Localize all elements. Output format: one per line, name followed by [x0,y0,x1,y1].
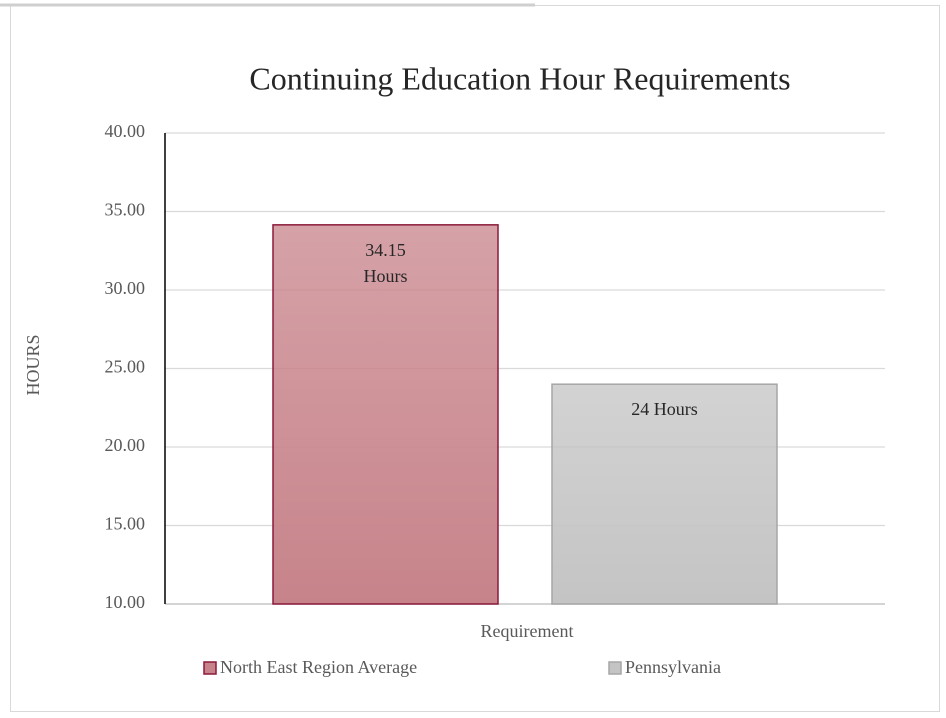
y-axis-title: HOURS [23,334,43,395]
y-tick-label: 30.00 [105,278,146,298]
y-tick-label: 20.00 [105,435,146,455]
bar [272,224,499,605]
y-tick-label: 40.00 [105,121,146,141]
data-label: 34.15 Hours [363,239,408,286]
y-tick-label: 15.00 [105,514,146,534]
y-tick-label: 10.00 [105,592,146,612]
bar [551,383,778,605]
chart-title: Continuing Education Hour Requirements [249,60,790,96]
legend-label: Pennsylvania [625,657,721,677]
y-tick-label: 25.00 [105,357,146,377]
legend-swatch [608,661,622,675]
x-axis-title: Requirement [481,621,574,641]
y-tick-label: 35.00 [105,200,146,220]
legend-swatch [203,661,217,675]
legend-label: North East Region Average [220,657,417,677]
data-label: 24 Hours [631,399,698,420]
